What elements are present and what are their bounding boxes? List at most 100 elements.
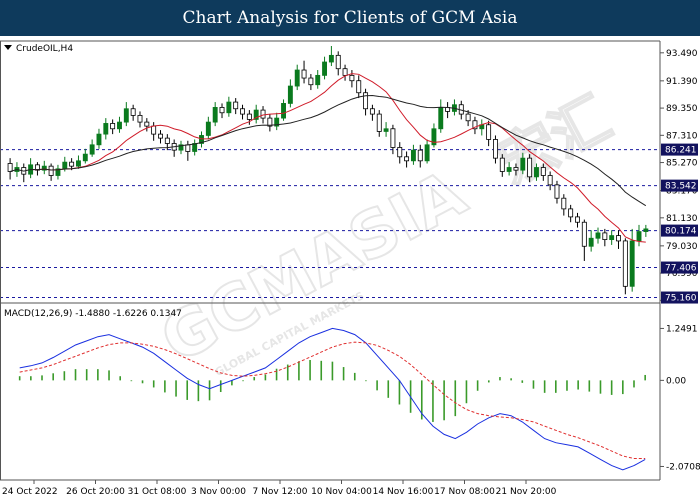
macd-hist-bar — [577, 380, 579, 390]
chart-frame — [0, 40, 661, 481]
macd-hist-bar — [566, 380, 568, 391]
macd-hist-bar — [309, 359, 311, 381]
candle-body — [629, 240, 635, 287]
candle-body — [185, 144, 191, 152]
candle-body — [55, 168, 61, 176]
x-tick-label: 26 Oct 20:00 — [66, 487, 125, 497]
candle-body — [520, 157, 526, 171]
macd-hist-bar — [353, 372, 356, 381]
candle-body — [151, 125, 157, 135]
candle-body — [315, 74, 321, 86]
macd-hist-bar — [331, 361, 334, 381]
level-label: 83.542 — [665, 182, 697, 192]
macd-hist-bar — [275, 368, 278, 381]
symbol-label: CrudeOIL,H4 — [4, 44, 73, 54]
macd-hist-bar — [30, 376, 32, 381]
candle-body — [349, 74, 355, 82]
macd-hist-bar — [97, 369, 99, 381]
macd-hist-bar — [52, 373, 54, 381]
candle-body — [506, 167, 512, 172]
candle-body — [616, 235, 621, 242]
macd-hist-bar — [633, 380, 635, 388]
macd-signal-line — [19, 341, 646, 459]
candle-body — [89, 144, 95, 155]
macd-hist-bar — [242, 380, 244, 382]
candle-body — [164, 137, 170, 144]
macd-hist-bar — [298, 361, 300, 381]
macd-hist-bar — [141, 380, 144, 384]
header-title: Chart Analysis for Clients of GCM Asia — [0, 0, 700, 36]
candle-body — [493, 139, 498, 159]
candle-body — [192, 143, 198, 152]
macd-hist-bar — [499, 377, 501, 381]
candle-body — [397, 147, 403, 158]
level-box — [661, 179, 698, 192]
candle-body — [137, 115, 143, 123]
level-label: 77.406 — [665, 264, 697, 274]
candle-body — [534, 167, 539, 178]
candle-body — [486, 124, 492, 140]
x-tick-label: 7 Nov 12:00 — [253, 487, 308, 497]
candle-body — [158, 133, 163, 139]
candle-body — [34, 164, 40, 171]
macd-hist-bar — [186, 380, 189, 400]
candle-body — [144, 121, 150, 127]
candle-body — [527, 157, 533, 178]
level-label: 80.174 — [665, 227, 697, 237]
dropdown-triangle-icon[interactable] — [4, 45, 12, 50]
candle-body — [390, 128, 396, 148]
candle-body — [383, 128, 389, 132]
y-tick-label: 87.310 — [666, 131, 698, 141]
candle-body — [287, 85, 293, 104]
x-tick-label: 14 Nov 16:00 — [373, 487, 434, 497]
macd-hist-bar — [376, 380, 378, 391]
ma-fast-line — [30, 73, 646, 243]
y-tick-label: 85.270 — [666, 159, 698, 169]
candle-body — [205, 121, 211, 136]
chart[interactable]: GCMASIA 宏汇 GLOBAL CAPITAL MARKETS CrudeO… — [0, 36, 700, 500]
macd-hist-bar — [152, 380, 155, 388]
y-tick-label: 76.990 — [666, 269, 698, 279]
macd-hist-bar — [443, 380, 445, 421]
macd-hist-bar — [18, 376, 21, 381]
candle-body — [328, 54, 334, 63]
macd-hist-bar — [465, 380, 468, 404]
candle-body — [356, 80, 362, 94]
candle-body — [581, 221, 587, 247]
macd-hist-bar — [387, 380, 390, 398]
macd-panel: MACD(12,26,9) -1.4880 -1.6226 0.1347 — [4, 309, 646, 471]
candle-body — [410, 149, 416, 162]
level-box — [661, 261, 698, 274]
candle-body — [281, 103, 286, 119]
price-axis: 93.49091.39089.35087.31085.27083.17081.1… — [660, 49, 698, 306]
candle-body — [308, 77, 314, 86]
macd-label: MACD(12,26,9) -1.4880 -1.6226 0.1347 — [4, 309, 182, 319]
macd-tick-label: 0.00 — [666, 376, 686, 386]
macd-hist-bar — [231, 380, 233, 386]
macd-hist-bar — [264, 374, 267, 381]
macd-hist-bar — [253, 377, 256, 381]
symbol-text: CrudeOIL,H4 — [16, 44, 73, 54]
candle-body — [342, 68, 348, 76]
level-box — [661, 143, 698, 156]
level-box — [661, 224, 698, 237]
candle-body — [609, 235, 615, 240]
candle-body — [130, 108, 136, 116]
candle-body — [123, 108, 129, 123]
candle-body — [363, 92, 369, 110]
candle-body — [253, 109, 259, 120]
macd-hist-bar — [599, 380, 602, 394]
x-tick-label: 10 Nov 04:00 — [311, 487, 372, 497]
candle-body — [246, 113, 252, 120]
x-tick-label: 3 Nov 00:00 — [191, 487, 246, 497]
candle-body — [233, 101, 239, 110]
candle-body — [301, 69, 307, 79]
macd-hist-bar — [41, 375, 43, 381]
candle-body — [82, 153, 88, 162]
y-tick-label: 91.390 — [666, 77, 698, 87]
candle-body — [103, 123, 109, 135]
macd-hist-bar — [521, 380, 524, 383]
candle-body — [62, 161, 68, 170]
macd-hist-bar — [365, 380, 367, 382]
candle-body — [41, 165, 47, 171]
